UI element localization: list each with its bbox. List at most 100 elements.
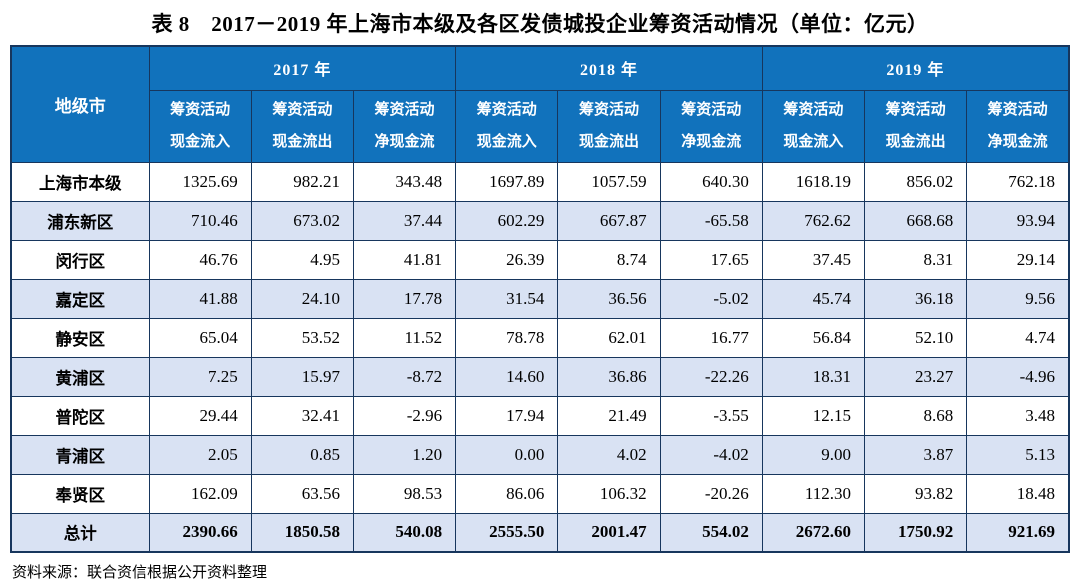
value-cell: 4.95 — [250, 239, 354, 280]
table-body: 上海市本级 1325.69 982.21 343.48 1697.89 1057.59 64… — [10, 161, 1070, 553]
value-cell: 32.41 — [250, 395, 354, 436]
sub-header-line: 筹资活动 — [374, 101, 435, 118]
value-cell: 7.25 — [148, 356, 252, 397]
value-cell: -20.26 — [659, 473, 763, 514]
value-cell: -3.55 — [659, 395, 763, 436]
value-cell: 29.44 — [148, 395, 252, 436]
sub-header-line: 筹资活动 — [578, 101, 639, 118]
value-cell: 5.13 — [966, 434, 1070, 475]
region-cell: 黄浦区 — [10, 356, 150, 397]
value-cell: 23.27 — [864, 356, 968, 397]
value-cell: 8.68 — [864, 395, 968, 436]
value-cell: 667.87 — [557, 200, 661, 241]
value-cell: 2.05 — [148, 434, 252, 475]
value-cell: -5.02 — [659, 278, 763, 319]
value-cell: 8.74 — [557, 239, 661, 280]
value-cell: 56.84 — [761, 317, 866, 358]
value-cell: 17.78 — [352, 278, 457, 319]
value-cell: 37.44 — [352, 200, 457, 241]
sub-header-line: 净现金流 — [681, 134, 742, 150]
value-cell: 540.08 — [352, 512, 457, 553]
region-cell: 嘉定区 — [10, 278, 150, 319]
value-cell: 62.01 — [557, 317, 661, 358]
value-cell: 26.39 — [455, 239, 559, 280]
year-header-2018: 2018 年 — [455, 45, 763, 91]
sub-header-line: 现金流出 — [272, 134, 333, 150]
financing-activity-table: 地级市 2017 年 2018 年 2019 年 筹资活动 现金流入 筹资活动 … — [10, 45, 1070, 553]
value-cell: 4.02 — [557, 434, 661, 475]
value-cell: 1325.69 — [148, 161, 252, 202]
region-cell: 青浦区 — [10, 434, 150, 475]
value-cell: 36.56 — [557, 278, 661, 319]
value-cell: 856.02 — [864, 161, 968, 202]
sub-header-2018-net: 筹资活动 净现金流 — [659, 89, 763, 163]
value-cell: 1.20 — [352, 434, 457, 475]
sub-header-2019-inflow: 筹资活动 现金流入 — [761, 89, 866, 163]
value-cell: 11.52 — [352, 317, 457, 358]
value-cell: 762.62 — [761, 200, 866, 241]
sub-header-2018-outflow: 筹资活动 现金流出 — [557, 89, 661, 163]
value-cell: 3.87 — [864, 434, 968, 475]
value-cell: -65.58 — [659, 200, 763, 241]
value-cell: 162.09 — [148, 473, 252, 514]
sub-header-line: 筹资活动 — [987, 101, 1048, 118]
table-row: 上海市本级 1325.69 982.21 343.48 1697.89 1057.59 64… — [10, 161, 1070, 202]
sub-header-line: 现金流入 — [476, 134, 537, 150]
sub-header-2017-outflow: 筹资活动 现金流出 — [250, 89, 354, 163]
value-cell: 343.48 — [352, 161, 457, 202]
table-row: 总计 2390.66 1850.58 540.08 2555.50 2001.47 554.… — [10, 512, 1070, 553]
value-cell: 15.97 — [250, 356, 354, 397]
value-cell: 673.02 — [250, 200, 354, 241]
value-cell: 16.77 — [659, 317, 763, 358]
table-row: 奉贤区 162.09 63.56 98.53 86.06 106.32 -20.26 112.… — [10, 473, 1070, 514]
value-cell: 53.52 — [250, 317, 354, 358]
value-cell: -2.96 — [352, 395, 457, 436]
value-cell: 2390.66 — [148, 512, 252, 553]
table-row: 嘉定区 41.88 24.10 17.78 31.54 36.56 -5.02 45.74 36… — [10, 278, 1070, 319]
value-cell: 36.18 — [864, 278, 968, 319]
sub-header-line: 筹资活动 — [885, 101, 946, 118]
page-title: 表 8 2017－2019 年上海市本级及各区发债城投企业筹资活动情况（单位：亿… — [151, 12, 929, 36]
value-cell: 1618.19 — [761, 161, 866, 202]
sub-header-line: 筹资活动 — [783, 101, 844, 118]
value-cell: 602.29 — [455, 200, 559, 241]
sub-header-row: 筹资活动 现金流入 筹资活动 现金流出 筹资活动 净现金流 筹资活动 现金流入 … — [11, 89, 1070, 163]
value-cell: 4.74 — [966, 317, 1070, 358]
table-header: 地级市 2017 年 2018 年 2019 年 筹资活动 现金流入 筹资活动 … — [10, 45, 1070, 163]
value-cell: 2001.47 — [557, 512, 661, 553]
region-cell: 闵行区 — [10, 239, 150, 280]
table-row: 普陀区 29.44 32.41 -2.96 17.94 21.49 -3.55 12.15 8.… — [10, 395, 1070, 436]
value-cell: 41.81 — [352, 239, 457, 280]
value-cell: 63.56 — [250, 473, 354, 514]
value-cell: 37.45 — [761, 239, 866, 280]
corner-header-cell: 地级市 — [10, 45, 150, 163]
value-cell: 2672.60 — [761, 512, 866, 553]
sub-header-2019-outflow: 筹资活动 现金流出 — [864, 89, 968, 163]
value-cell: -22.26 — [659, 356, 763, 397]
sub-header-line: 筹资活动 — [170, 101, 231, 118]
value-cell: 21.49 — [557, 395, 661, 436]
value-cell: 9.00 — [761, 434, 866, 475]
year-header-2019: 2019 年 — [761, 45, 1070, 91]
value-cell: 0.00 — [455, 434, 559, 475]
value-cell: 3.48 — [966, 395, 1070, 436]
value-cell: 112.30 — [761, 473, 866, 514]
value-cell: 0.85 — [250, 434, 354, 475]
value-cell: 2555.50 — [455, 512, 559, 553]
table-row: 静安区 65.04 53.52 11.52 78.78 62.01 16.77 56.84 52… — [10, 317, 1070, 358]
value-cell: 8.31 — [864, 239, 968, 280]
value-cell: 17.65 — [659, 239, 763, 280]
value-cell: 93.82 — [864, 473, 968, 514]
sub-header-line: 筹资活动 — [272, 101, 333, 118]
value-cell: 1697.89 — [455, 161, 559, 202]
value-cell: 65.04 — [148, 317, 252, 358]
value-cell: -4.96 — [966, 356, 1070, 397]
value-cell: 1750.92 — [864, 512, 968, 553]
value-cell: 17.94 — [455, 395, 559, 436]
source-note: 资料来源：联合资信根据公开资料整理 — [12, 564, 268, 581]
value-cell: 45.74 — [761, 278, 866, 319]
table-row: 浦东新区 710.46 673.02 37.44 602.29 667.87 -65.58 7… — [10, 200, 1070, 241]
value-cell: 1850.58 — [250, 512, 354, 553]
value-cell: 554.02 — [659, 512, 763, 553]
value-cell: 31.54 — [455, 278, 559, 319]
